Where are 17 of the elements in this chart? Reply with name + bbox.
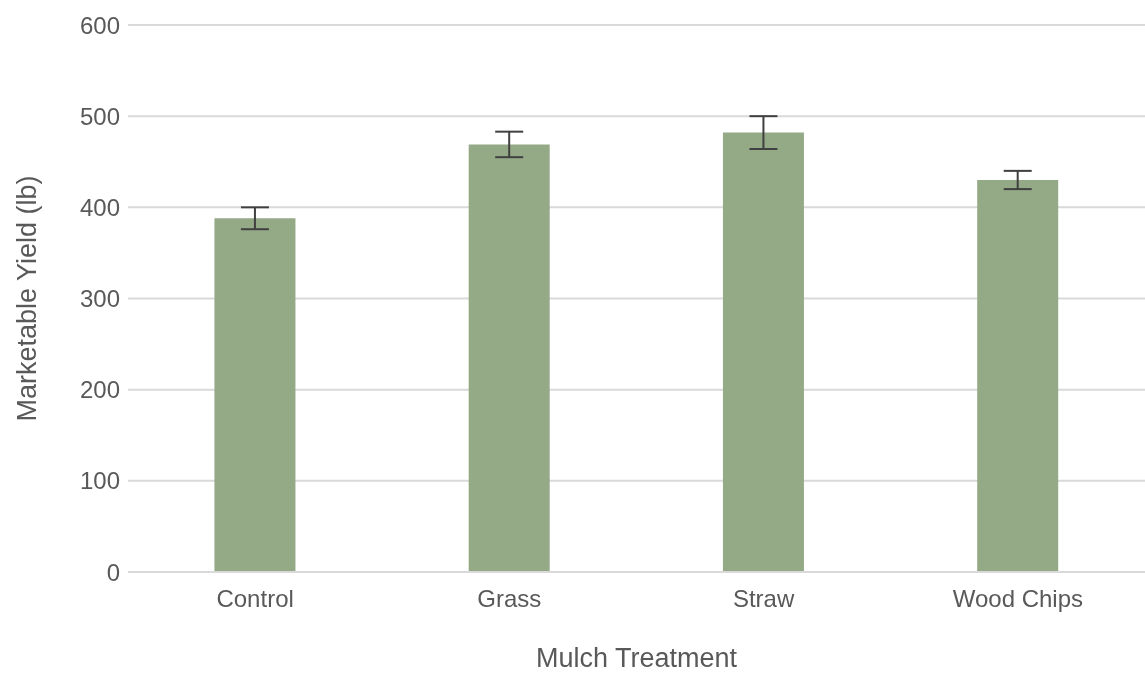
x-tick-label: Wood Chips: [952, 585, 1084, 613]
x-tick-label: Straw: [732, 585, 795, 613]
y-tick-label: 200: [79, 376, 120, 404]
bar: [977, 179, 1059, 572]
y-tick-label: 400: [79, 193, 120, 221]
bar: [468, 144, 550, 572]
y-axis-title: Marketable Yield (lb): [11, 175, 42, 422]
y-tick-label: 500: [79, 102, 120, 130]
y-tick-label: 600: [79, 11, 120, 39]
y-tick-label: 300: [79, 285, 120, 313]
x-tick-label: Grass: [477, 585, 542, 613]
bar: [722, 132, 804, 572]
x-axis-title: Mulch Treatment: [535, 643, 738, 673]
y-tick-label: 100: [79, 467, 120, 495]
x-tick-label: Control: [216, 585, 294, 613]
bar: [214, 218, 296, 572]
y-tick-label: 0: [106, 558, 120, 586]
